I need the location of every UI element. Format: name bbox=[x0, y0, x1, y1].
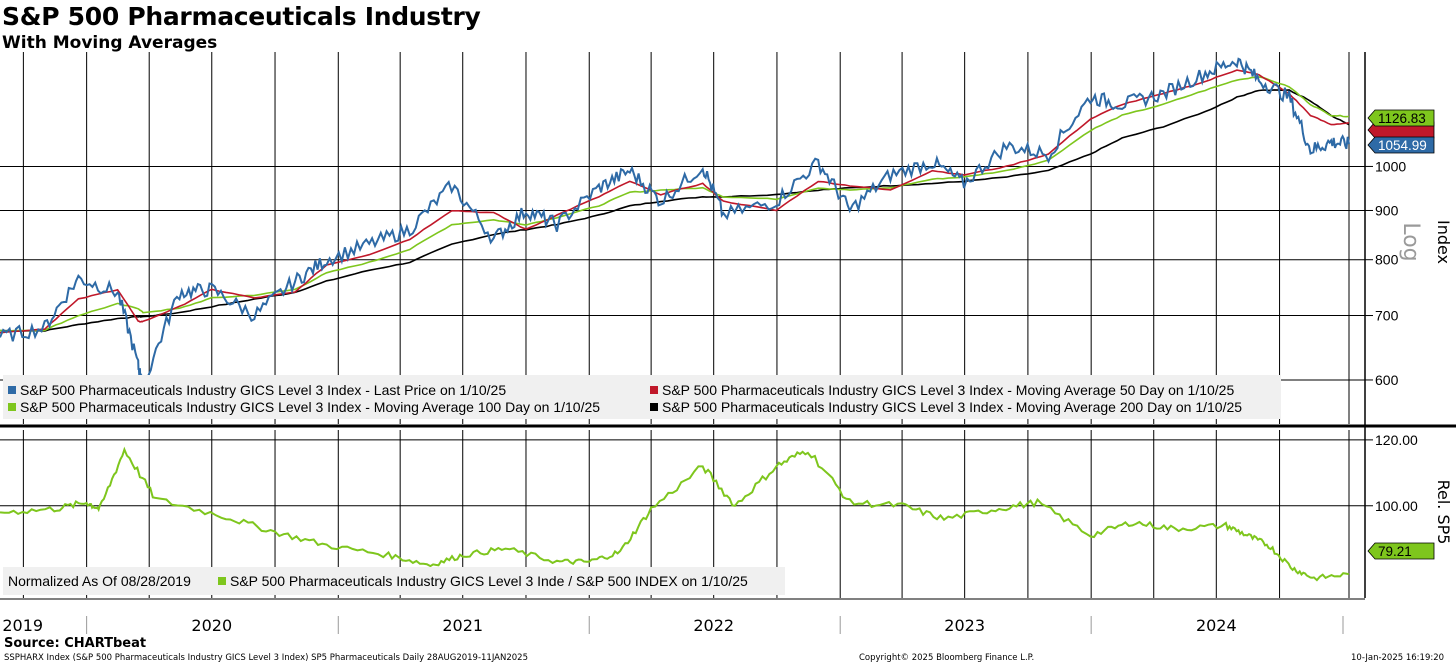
x-axis-year-label: 2022 bbox=[693, 616, 734, 635]
legend-label: Normalized As Of 08/28/2019 bbox=[8, 573, 191, 589]
legend-label: S&P 500 Pharmaceuticals Industry GICS Le… bbox=[230, 573, 748, 589]
legend-swatch bbox=[218, 577, 226, 585]
legend-label: S&P 500 Pharmaceuticals Industry GICS Le… bbox=[662, 382, 1234, 398]
legend-label: S&P 500 Pharmaceuticals Industry GICS Le… bbox=[20, 382, 506, 398]
value-tag-label: 79.21 bbox=[1378, 544, 1412, 559]
legend-swatch bbox=[8, 386, 16, 394]
value-tag-box bbox=[1367, 542, 1435, 560]
x-axis-year-label: 2019 bbox=[2, 616, 43, 635]
x-axis: 2019 2020 2021 2022 2023 2024 bbox=[2, 616, 1344, 635]
main-panel-y-axis: 600 700 800 900 1000 Index Log 1126.83 1054.99 bbox=[1365, 109, 1453, 388]
footer-timestamp: 10-Jan-2025 16:19:20 bbox=[1351, 653, 1445, 663]
page-title: S&P 500 Pharmaceuticals Industry bbox=[2, 2, 481, 31]
y-tick-label: 700 bbox=[1375, 308, 1399, 324]
footer-ticker-info: SSPHARX Index (S&P 500 Pharmaceuticals I… bbox=[4, 653, 528, 663]
x-axis-year-label: 2024 bbox=[1196, 616, 1237, 635]
y-tick-label: 600 bbox=[1375, 372, 1399, 388]
ma100-value-tag: 1126.83 bbox=[1367, 109, 1435, 127]
legend-label: S&P 500 Pharmaceuticals Industry GICS Le… bbox=[20, 399, 600, 415]
value-tag-box bbox=[1367, 136, 1435, 154]
y-tick-label: 800 bbox=[1375, 252, 1399, 268]
main-panel-grid bbox=[0, 52, 1456, 598]
log-scale-label: Log bbox=[1398, 222, 1423, 261]
y-axis-title: Index bbox=[1434, 220, 1453, 264]
value-tag-box bbox=[1367, 109, 1435, 127]
relative-panel-grid bbox=[0, 430, 1365, 600]
legend-swatch bbox=[650, 386, 658, 394]
x-axis-year-label: 2020 bbox=[191, 616, 232, 635]
page-subtitle: With Moving Averages bbox=[2, 33, 218, 53]
relative-value-tag: 79.21 bbox=[1367, 542, 1435, 560]
relative-panel-series bbox=[0, 446, 1350, 582]
y-tick-label: 900 bbox=[1375, 202, 1399, 218]
main-panel-series bbox=[0, 57, 1350, 393]
y-tick-label: 120.00 bbox=[1375, 432, 1418, 448]
value-tag-label: 1126.83 bbox=[1378, 111, 1426, 126]
y-axis-title: Rel. SP5 bbox=[1434, 480, 1453, 545]
legend-label: S&P 500 Pharmaceuticals Industry GICS Le… bbox=[662, 399, 1242, 415]
relative-panel-y-axis: 120.00 100.00 Rel. SP5 79.21 bbox=[1365, 432, 1453, 560]
relative-panel-legend: Normalized As Of 08/28/2019 S&P 500 Pharm… bbox=[3, 567, 785, 595]
legend-box bbox=[3, 567, 785, 595]
last-price-value-tag: 1054.99 bbox=[1367, 136, 1435, 154]
legend-swatch bbox=[650, 403, 658, 411]
x-axis-year-label: 2021 bbox=[442, 616, 483, 635]
main-panel-legend: S&P 500 Pharmaceuticals Industry GICS Le… bbox=[3, 375, 1281, 419]
footer-copyright: Copyright© 2025 Bloomberg Finance L.P. bbox=[859, 653, 1035, 663]
series-ma-200 bbox=[0, 89, 1350, 332]
y-tick-label: 100.00 bbox=[1375, 498, 1418, 514]
series-relative bbox=[0, 446, 1350, 582]
y-tick-label: 1000 bbox=[1375, 158, 1406, 174]
legend-box bbox=[3, 375, 1281, 419]
value-tag-label: 1054.99 bbox=[1378, 138, 1427, 153]
x-axis-year-label: 2023 bbox=[944, 616, 985, 635]
legend-swatch bbox=[8, 403, 16, 411]
series-last-price bbox=[0, 57, 1350, 393]
source-label: Source: CHARTbeat bbox=[4, 636, 147, 651]
